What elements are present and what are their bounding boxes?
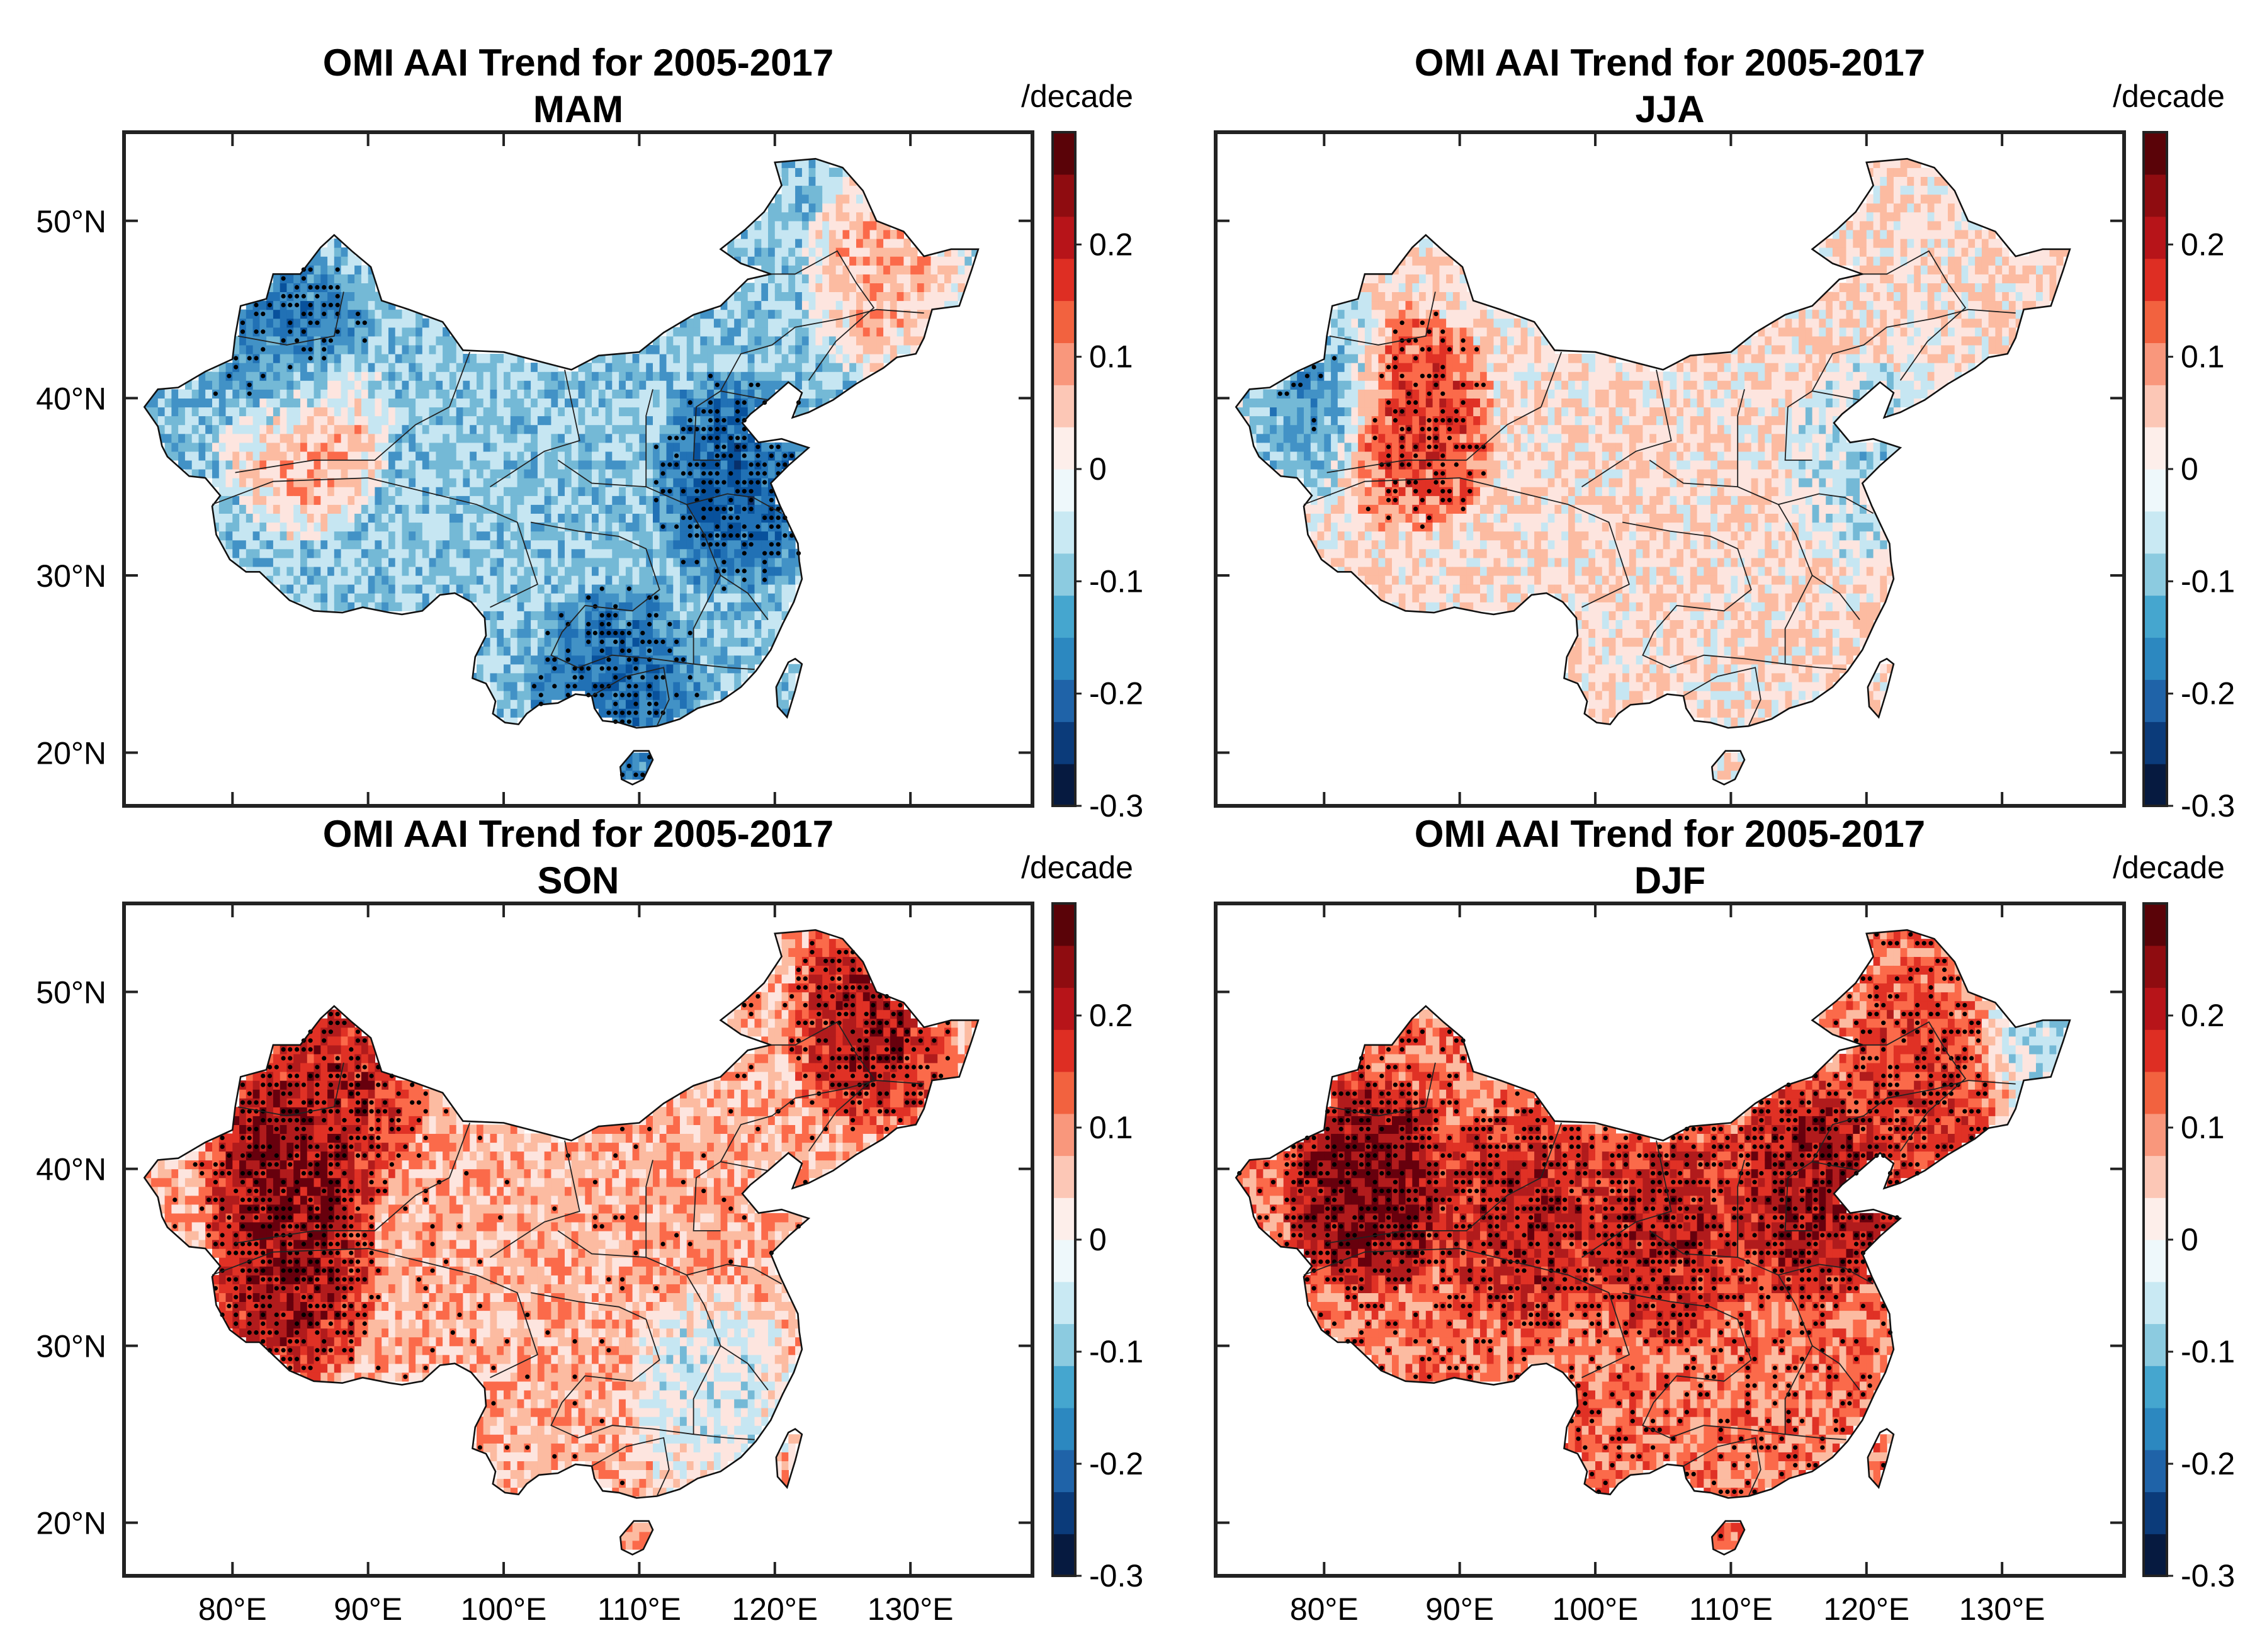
country-borders xyxy=(1235,157,2071,786)
x-tick-label: 110°E xyxy=(1689,1592,1773,1627)
trend-field xyxy=(1236,930,2070,1550)
y-tick-label: 40°N xyxy=(36,1152,106,1187)
y-tick-label: 50°N xyxy=(36,204,106,239)
colorbar-tick-label: 0 xyxy=(1089,1222,1107,1257)
trend-field xyxy=(144,930,978,1550)
province-borders xyxy=(1303,250,2016,727)
season-label: MAM xyxy=(533,88,623,130)
colorbar-tick-label: 0 xyxy=(2181,451,2198,487)
x-tick-label: 120°E xyxy=(732,1592,818,1627)
colorbar-tick-label: 0 xyxy=(2181,1222,2198,1257)
colorbar-tick-label: 0.1 xyxy=(2181,1110,2225,1145)
y-tick-label: 40°N xyxy=(36,381,106,416)
colorbar-unit: /decade xyxy=(2113,850,2225,885)
colorbar-tick-label: 0 xyxy=(1089,451,1107,487)
axes-frame xyxy=(1214,902,2126,1578)
colorbar-tick-label: -0.3 xyxy=(1089,1558,1143,1593)
colorbar-tick-label: 0.2 xyxy=(2181,998,2225,1033)
colorbar-tick-label: 0.2 xyxy=(1089,998,1133,1033)
axes-frame xyxy=(122,902,1034,1578)
colorbar-tick-label: 0.2 xyxy=(1089,227,1133,262)
colorbar-tick-label: -0.3 xyxy=(1089,788,1143,823)
y-tick-label: 50°N xyxy=(36,975,106,1010)
significance-dots xyxy=(1237,932,1987,1539)
x-tick-label: 110°E xyxy=(597,1592,681,1627)
colorbar-unit: /decade xyxy=(1021,850,1133,885)
y-tick-label: 30°N xyxy=(36,558,106,594)
colorbar: 0.2 0.1 0 -0.1 -0.2 -0.3/decade xyxy=(1021,850,1143,1593)
x-tick-label: 130°E xyxy=(868,1592,954,1627)
x-tick-label: 100°E xyxy=(1552,1592,1639,1627)
season-label: SON xyxy=(537,859,619,902)
trend-field xyxy=(1236,159,2070,780)
panel-title: OMI AAI Trend for 2005-2017 xyxy=(323,813,834,855)
colorbar-tick-label: -0.2 xyxy=(2181,1446,2235,1481)
x-tick-label: 130°E xyxy=(1959,1592,2045,1627)
colorbar-tick-label: -0.1 xyxy=(2181,563,2235,599)
colorbar-tick-label: -0.3 xyxy=(2181,1558,2235,1593)
colorbar-tick-label: -0.2 xyxy=(1089,1446,1143,1481)
colorbar-unit: /decade xyxy=(1021,79,1133,114)
x-tick-label: 90°E xyxy=(1425,1592,1494,1627)
colorbar-tick-label: 0.1 xyxy=(2181,339,2225,375)
country-borders xyxy=(143,929,980,1556)
panel-title: OMI AAI Trend for 2005-2017 xyxy=(323,42,834,84)
x-tick-label: 120°E xyxy=(1823,1592,1909,1627)
trend-field xyxy=(144,159,978,780)
province-borders xyxy=(1303,1021,2016,1496)
x-tick-label: 100°E xyxy=(461,1592,547,1627)
colorbar: 0.2 0.1 0 -0.1 -0.2 -0.3/decade xyxy=(2113,79,2235,823)
colorbar-tick-label: -0.2 xyxy=(2181,676,2235,711)
colorbar: 0.2 0.1 0 -0.1 -0.2 -0.3/decade xyxy=(1021,79,1143,823)
axes-frame xyxy=(122,130,1034,808)
colorbar-tick-label: -0.2 xyxy=(1089,676,1143,711)
y-tick-label: 30°N xyxy=(36,1329,106,1364)
colorbar-tick-label: -0.1 xyxy=(1089,563,1143,599)
province-borders xyxy=(212,250,924,727)
colorbar-tick-label: -0.3 xyxy=(2181,788,2235,823)
x-tick-label: 80°E xyxy=(198,1592,267,1627)
colorbar-unit: /decade xyxy=(2113,79,2225,114)
colorbar-tick-label: 0.2 xyxy=(2181,227,2225,262)
y-tick-label: 20°N xyxy=(36,736,106,771)
province-borders xyxy=(212,1021,924,1496)
panel-title: OMI AAI Trend for 2005-2017 xyxy=(1415,813,1925,855)
colorbar-tick-label: 0.1 xyxy=(1089,339,1133,375)
x-tick-label: 90°E xyxy=(334,1592,402,1627)
colorbar-tick-label: -0.1 xyxy=(2181,1334,2235,1369)
significance-dots xyxy=(213,267,801,778)
season-label: JJA xyxy=(1635,88,1704,130)
country-borders xyxy=(1235,929,2071,1556)
y-tick-label: 20°N xyxy=(36,1506,106,1541)
country-borders xyxy=(143,157,980,786)
axes-frame xyxy=(1214,130,2126,808)
significance-dots xyxy=(172,941,950,1485)
panel-title: OMI AAI Trend for 2005-2017 xyxy=(1415,42,1925,84)
colorbar: 0.2 0.1 0 -0.1 -0.2 -0.3/decade xyxy=(2113,850,2235,1593)
colorbar-tick-label: 0.1 xyxy=(1089,1110,1133,1145)
x-tick-label: 80°E xyxy=(1290,1592,1359,1627)
season-label: DJF xyxy=(1634,859,1705,902)
significance-dots xyxy=(1277,312,1486,529)
colorbar-tick-label: -0.1 xyxy=(1089,1334,1143,1369)
